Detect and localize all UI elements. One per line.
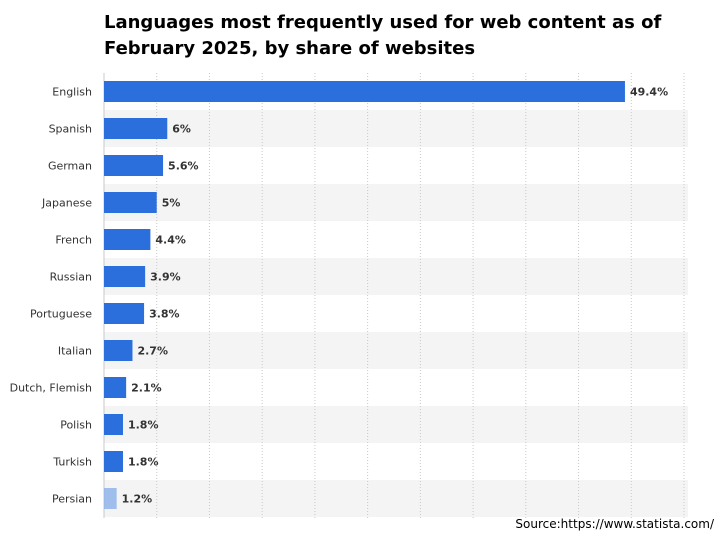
category-label: Dutch, Flemish	[10, 382, 92, 395]
row-stripe	[104, 480, 688, 517]
value-label: 1.2%	[122, 493, 153, 506]
category-label: Persian	[52, 493, 92, 506]
gridlines	[103, 73, 685, 518]
value-label: 5.6%	[168, 160, 199, 173]
bar-french	[104, 229, 151, 250]
category-label: Portuguese	[30, 308, 92, 321]
value-labels: 49.4% 6% 5.6% 5% 4.4% 3.9% 3.8% 2.7% 2.1% 1.8% 1.8…	[122, 86, 668, 506]
bar-spanish	[104, 118, 168, 139]
bar-polish	[104, 414, 123, 435]
source-text: Source:https://www.statista.com/	[515, 517, 714, 531]
row-stripe	[104, 184, 688, 221]
category-label: Spanish	[49, 123, 92, 136]
value-label: 1.8%	[128, 456, 159, 469]
value-label: 3.8%	[149, 308, 180, 321]
category-label: Japanese	[41, 197, 92, 210]
category-label: Polish	[60, 419, 92, 432]
category-label: Russian	[50, 271, 92, 284]
value-label: 3.9%	[150, 271, 181, 284]
bar-portuguese	[104, 303, 145, 324]
category-labels: English Spanish German Japanese French Russia…	[10, 86, 93, 506]
category-label: English	[52, 86, 92, 99]
value-label: 2.1%	[131, 382, 162, 395]
row-stripe	[104, 258, 688, 295]
value-label: 6%	[172, 123, 191, 136]
bar-german	[104, 155, 164, 176]
chart-title: Languages most frequently used for web c…	[104, 12, 662, 59]
category-label: German	[48, 160, 92, 173]
value-label: 1.8%	[128, 419, 159, 432]
category-label: Turkish	[52, 456, 92, 469]
bar-turkish	[104, 451, 123, 472]
bar-russian	[104, 266, 146, 287]
value-label: 5%	[162, 197, 181, 210]
category-label: French	[55, 234, 92, 247]
row-stripes	[104, 110, 688, 517]
category-label: Italian	[58, 345, 92, 358]
value-label: 4.4%	[155, 234, 186, 247]
value-label: 2.7%	[137, 345, 168, 358]
bar-english	[104, 81, 625, 102]
bars	[104, 81, 625, 509]
value-label: 49.4%	[630, 86, 668, 99]
row-stripe	[104, 332, 688, 369]
bar-persian	[104, 488, 117, 509]
row-stripe	[104, 406, 688, 443]
row-stripe	[104, 110, 688, 147]
bar-italian	[104, 340, 133, 361]
bar-japanese	[104, 192, 157, 213]
bar-dutch-flemish	[104, 377, 127, 398]
